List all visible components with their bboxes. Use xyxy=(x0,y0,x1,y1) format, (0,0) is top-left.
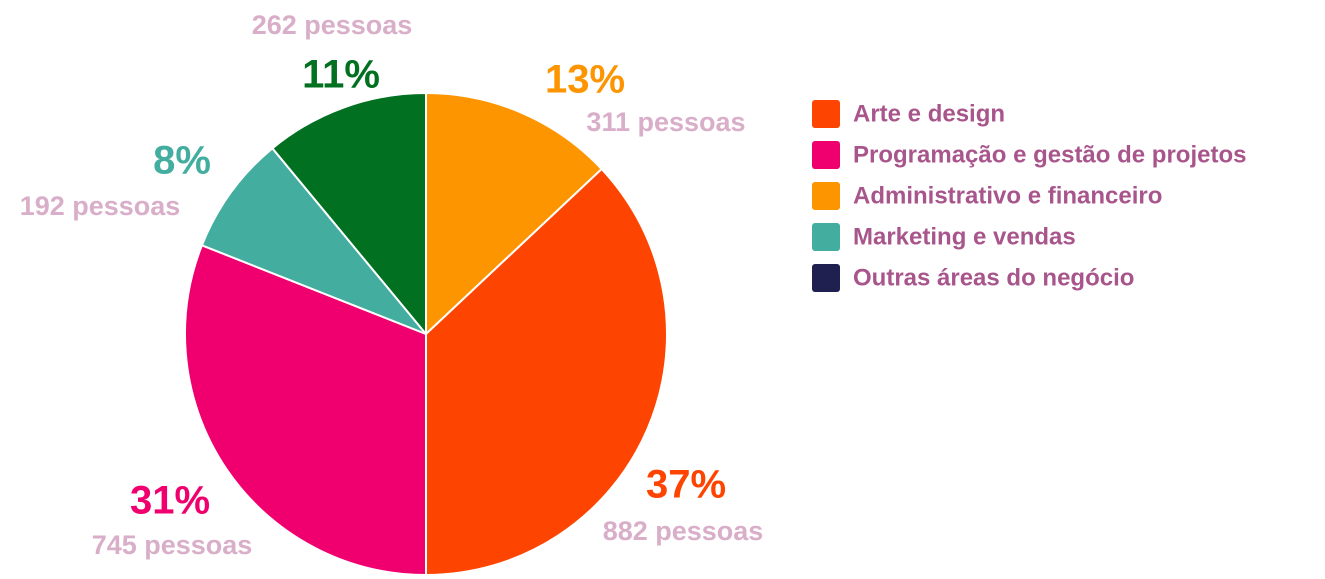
legend-label: Marketing e vendas xyxy=(853,223,1076,250)
pie-slice xyxy=(425,167,668,577)
count-label: 311 pessoas xyxy=(586,107,745,137)
legend-label: Outras áreas do negócio xyxy=(853,264,1134,291)
percent-label: 37% xyxy=(646,463,726,507)
count-label: 882 pessoas xyxy=(603,516,764,546)
count-label: 262 pessoas xyxy=(252,10,413,40)
legend-swatch xyxy=(812,182,840,210)
legend-label: Programação e gestão de projetos xyxy=(853,141,1246,168)
legend-swatch xyxy=(812,141,840,169)
pie-slice xyxy=(425,91,604,337)
legend-swatch xyxy=(812,264,840,292)
pie-slice xyxy=(270,91,427,337)
pie-slice xyxy=(200,146,427,335)
count-label: 745 pessoas xyxy=(92,530,253,560)
pie-slice xyxy=(184,243,427,577)
count-label: 192 pessoas xyxy=(20,191,181,221)
percent-label: 8% xyxy=(153,139,211,183)
legend-label: Arte e design xyxy=(853,100,1005,127)
legend-label: Administrativo e financeiro xyxy=(853,182,1162,209)
legend-swatch xyxy=(812,100,840,128)
legend-swatch xyxy=(812,223,840,251)
percent-label: 11% xyxy=(302,53,380,97)
percent-label: 13% xyxy=(545,58,625,102)
percent-label: 31% xyxy=(130,479,210,523)
